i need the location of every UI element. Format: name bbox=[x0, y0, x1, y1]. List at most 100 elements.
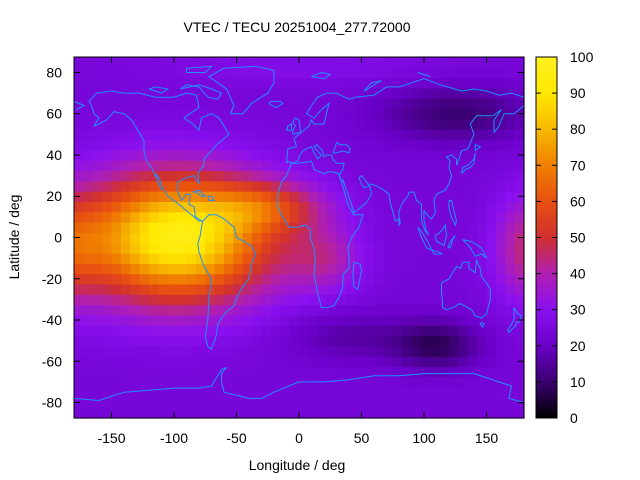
heatmap-cell bbox=[158, 407, 169, 419]
heatmap-cell bbox=[130, 294, 141, 306]
heatmap-cell bbox=[345, 98, 356, 110]
heatmap-cell bbox=[261, 57, 272, 68]
heatmap-cell bbox=[242, 149, 253, 161]
heatmap-cell bbox=[336, 366, 347, 378]
heatmap-cell bbox=[420, 98, 431, 110]
heatmap-cell bbox=[336, 335, 347, 347]
heatmap-cell bbox=[449, 67, 459, 79]
heatmap-cell bbox=[477, 57, 488, 68]
heatmap-cell bbox=[467, 118, 478, 130]
heatmap-cell bbox=[364, 232, 375, 244]
heatmap-cell bbox=[83, 273, 94, 285]
heatmap-cell bbox=[214, 397, 225, 409]
heatmap-cell bbox=[233, 129, 244, 141]
heatmap-cell bbox=[289, 397, 300, 409]
heatmap-cell bbox=[195, 387, 206, 398]
heatmap-cell bbox=[411, 118, 422, 130]
heatmap-cell bbox=[214, 335, 225, 347]
heatmap-cell bbox=[83, 139, 94, 151]
heatmap-cell bbox=[411, 387, 422, 398]
heatmap-cell bbox=[149, 201, 159, 213]
heatmap-cell bbox=[383, 242, 394, 254]
y-tick-label: 20 bbox=[46, 188, 62, 204]
heatmap-cell bbox=[420, 211, 431, 223]
heatmap-cell bbox=[261, 211, 272, 223]
heatmap-cell bbox=[355, 222, 366, 233]
heatmap-cell bbox=[505, 170, 516, 182]
heatmap-cell bbox=[280, 294, 291, 306]
heatmap-cell bbox=[299, 170, 309, 182]
heatmap-cell bbox=[270, 98, 281, 110]
heatmap-cell bbox=[505, 273, 516, 285]
heatmap-cell bbox=[495, 211, 506, 223]
heatmap-cell bbox=[195, 87, 206, 99]
heatmap-cell bbox=[477, 345, 488, 357]
heatmap-cell bbox=[392, 77, 403, 89]
heatmap-cell bbox=[158, 325, 169, 337]
heatmap-cell bbox=[167, 57, 178, 68]
heatmap-cell bbox=[252, 263, 263, 275]
heatmap-cell bbox=[495, 129, 506, 141]
heatmap-cell bbox=[374, 191, 384, 202]
heatmap-cell bbox=[83, 366, 94, 378]
heatmap-cell bbox=[495, 87, 506, 99]
heatmap-cell bbox=[467, 335, 478, 347]
heatmap-cell bbox=[92, 304, 103, 316]
heatmap-cell bbox=[514, 129, 525, 141]
heatmap-cell bbox=[111, 407, 122, 419]
heatmap-cell bbox=[74, 170, 84, 182]
heatmap-cell bbox=[186, 211, 197, 223]
heatmap-cell bbox=[252, 108, 263, 120]
heatmap-cell bbox=[299, 149, 309, 161]
heatmap-cell bbox=[111, 232, 122, 244]
heatmap-cell bbox=[411, 139, 422, 151]
heatmap-cell bbox=[111, 263, 122, 275]
heatmap-cell bbox=[495, 170, 506, 182]
heatmap-cell bbox=[195, 98, 206, 110]
heatmap-cell bbox=[430, 139, 441, 151]
heatmap-cell bbox=[374, 242, 384, 254]
heatmap-cell bbox=[374, 263, 384, 275]
heatmap-cell bbox=[486, 376, 497, 388]
heatmap-cell bbox=[195, 77, 206, 89]
heatmap-cell bbox=[261, 283, 272, 295]
heatmap-cell bbox=[345, 108, 356, 120]
heatmap-cell bbox=[158, 87, 169, 99]
heatmap-cell bbox=[224, 294, 234, 306]
heatmap-cell bbox=[130, 170, 141, 182]
heatmap-cell bbox=[439, 160, 450, 172]
heatmap-cell bbox=[177, 170, 188, 182]
heatmap-cell bbox=[439, 108, 450, 120]
heatmap-cell bbox=[205, 325, 216, 337]
heatmap-cell bbox=[252, 170, 263, 182]
heatmap-cell bbox=[467, 191, 478, 202]
heatmap-cell bbox=[383, 191, 394, 202]
heatmap-cell bbox=[486, 325, 497, 337]
heatmap-cell bbox=[233, 407, 244, 419]
heatmap-cell bbox=[177, 314, 188, 326]
heatmap-cell bbox=[317, 160, 328, 172]
heatmap-cell bbox=[252, 407, 263, 419]
heatmap-cell bbox=[195, 57, 206, 68]
heatmap-cell bbox=[467, 407, 478, 419]
heatmap-cell bbox=[467, 356, 478, 368]
heatmap-cell bbox=[467, 283, 478, 295]
heatmap-cell bbox=[374, 273, 384, 285]
heatmap-cell bbox=[261, 232, 272, 244]
heatmap-cell bbox=[383, 273, 394, 285]
heatmap-cell bbox=[355, 57, 366, 68]
heatmap-cell bbox=[486, 273, 497, 285]
heatmap-cell bbox=[92, 108, 103, 120]
heatmap-cell bbox=[392, 273, 403, 285]
heatmap-cell bbox=[374, 201, 384, 213]
coastline bbox=[88, 90, 230, 222]
heatmap-cell bbox=[439, 67, 450, 79]
heatmap-cell bbox=[167, 87, 178, 99]
heatmap-cell bbox=[214, 252, 225, 264]
heatmap-cell bbox=[420, 67, 431, 79]
heatmap-cell bbox=[139, 98, 150, 110]
heatmap-cell bbox=[383, 87, 394, 99]
heatmap-cell bbox=[439, 98, 450, 110]
heatmap-cell bbox=[158, 356, 169, 368]
heatmap-cell bbox=[317, 366, 328, 378]
